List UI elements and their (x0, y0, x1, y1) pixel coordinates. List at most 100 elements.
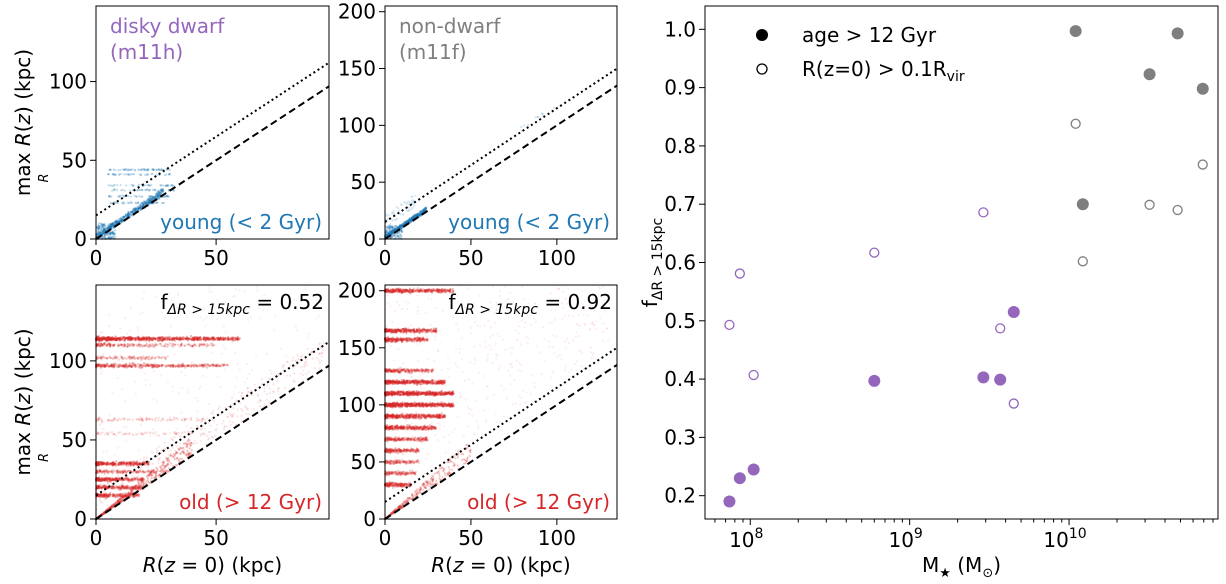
scatter-point (210, 342, 213, 345)
scatter-point (158, 168, 161, 172)
scatter-point (101, 420, 104, 423)
scatter-point (100, 339, 104, 342)
scatter-point (131, 433, 134, 436)
scatter-point (127, 212, 130, 216)
scatter-point (179, 446, 182, 449)
scatter-point (107, 338, 110, 341)
scatter-point (141, 203, 145, 206)
scatter-point (293, 372, 296, 375)
scatter-point (131, 168, 134, 171)
scatter-point (137, 168, 140, 171)
scatter-point (107, 488, 110, 491)
scatter-point (134, 209, 137, 212)
scatter-point (423, 209, 426, 212)
scatter-point (146, 200, 149, 203)
scatter-point (136, 478, 139, 481)
scatter-point (425, 206, 428, 209)
scatter-point (106, 471, 109, 475)
scatter-point (219, 337, 222, 340)
scatter-point (144, 188, 147, 191)
scatter-point (233, 339, 237, 342)
scatter-point (295, 359, 298, 362)
scatter-point (137, 207, 140, 210)
scatter-point (289, 364, 292, 367)
scatter-point (184, 430, 187, 434)
scatter-point (222, 337, 225, 341)
scatter-point (199, 434, 202, 437)
scatter-point (111, 391, 114, 395)
scatter-point (99, 230, 102, 233)
scatter-point (180, 418, 184, 421)
scatter-point (125, 215, 128, 218)
scatter-point (109, 481, 112, 484)
scatter-point (407, 209, 410, 213)
scatter-point (127, 491, 130, 494)
scatter-point (109, 357, 112, 360)
scatter-point (271, 390, 275, 393)
scatter-point (235, 337, 238, 340)
scatter-point (114, 220, 117, 223)
scatter-point (140, 174, 143, 177)
scatter-point (187, 391, 190, 394)
scatter-point (110, 365, 113, 368)
scatter-point (105, 478, 108, 481)
scatter-point (225, 425, 229, 428)
scatter-point (166, 458, 169, 461)
scatter-point (149, 199, 152, 202)
scatter-point (140, 483, 143, 487)
scatter-point (156, 191, 159, 194)
scatter-point (277, 387, 280, 390)
scatter-point (520, 125, 523, 128)
scatter-point (117, 344, 120, 347)
scatter-point (292, 379, 295, 382)
scatter-point (159, 193, 162, 196)
scatter-point (149, 200, 152, 203)
scatter-point (125, 432, 128, 435)
scatter-point (106, 495, 109, 498)
scatter-point (184, 417, 187, 421)
scatter-point (162, 467, 165, 470)
scatter-point (130, 183, 133, 186)
scatter-point (151, 168, 154, 171)
scatter-point (109, 225, 113, 228)
scatter-point (144, 200, 147, 203)
scatter-point (171, 363, 174, 366)
scatter-point (163, 174, 167, 177)
scatter-point (297, 357, 300, 360)
scatter-point (151, 195, 155, 198)
scatter-point (125, 476, 128, 479)
scatter-point (397, 207, 400, 210)
scatter-point (157, 191, 161, 194)
scatter-point (260, 378, 264, 381)
scatter-point (171, 342, 174, 345)
scatter-point (100, 232, 103, 235)
scatter-point (217, 407, 220, 410)
scatter-point (268, 387, 271, 390)
scatter-point (158, 192, 161, 195)
scatter-point (137, 202, 140, 205)
scatter-point (134, 365, 137, 369)
scatter-point (126, 212, 130, 216)
scatter-point (112, 222, 115, 225)
scatter-point (117, 474, 120, 477)
scatter-point (151, 451, 154, 454)
scatter-point (138, 206, 141, 210)
scatter-point (119, 218, 122, 221)
scatter-point (102, 451, 105, 454)
scatter-point (156, 197, 159, 200)
scatter-point (102, 228, 105, 231)
scatter-point (109, 419, 112, 422)
scatter-point (100, 222, 103, 226)
scatter-point (138, 471, 141, 474)
scatter-point (98, 363, 101, 366)
scatter-point (259, 409, 262, 412)
scatter-point (138, 207, 141, 210)
scatter-point (398, 231, 401, 234)
scatter-point (244, 405, 247, 408)
scatter-point (118, 500, 122, 503)
scatter-point (119, 219, 122, 222)
scatter-point (161, 417, 164, 421)
scatter-point (259, 400, 262, 403)
scatter-point (142, 458, 145, 461)
